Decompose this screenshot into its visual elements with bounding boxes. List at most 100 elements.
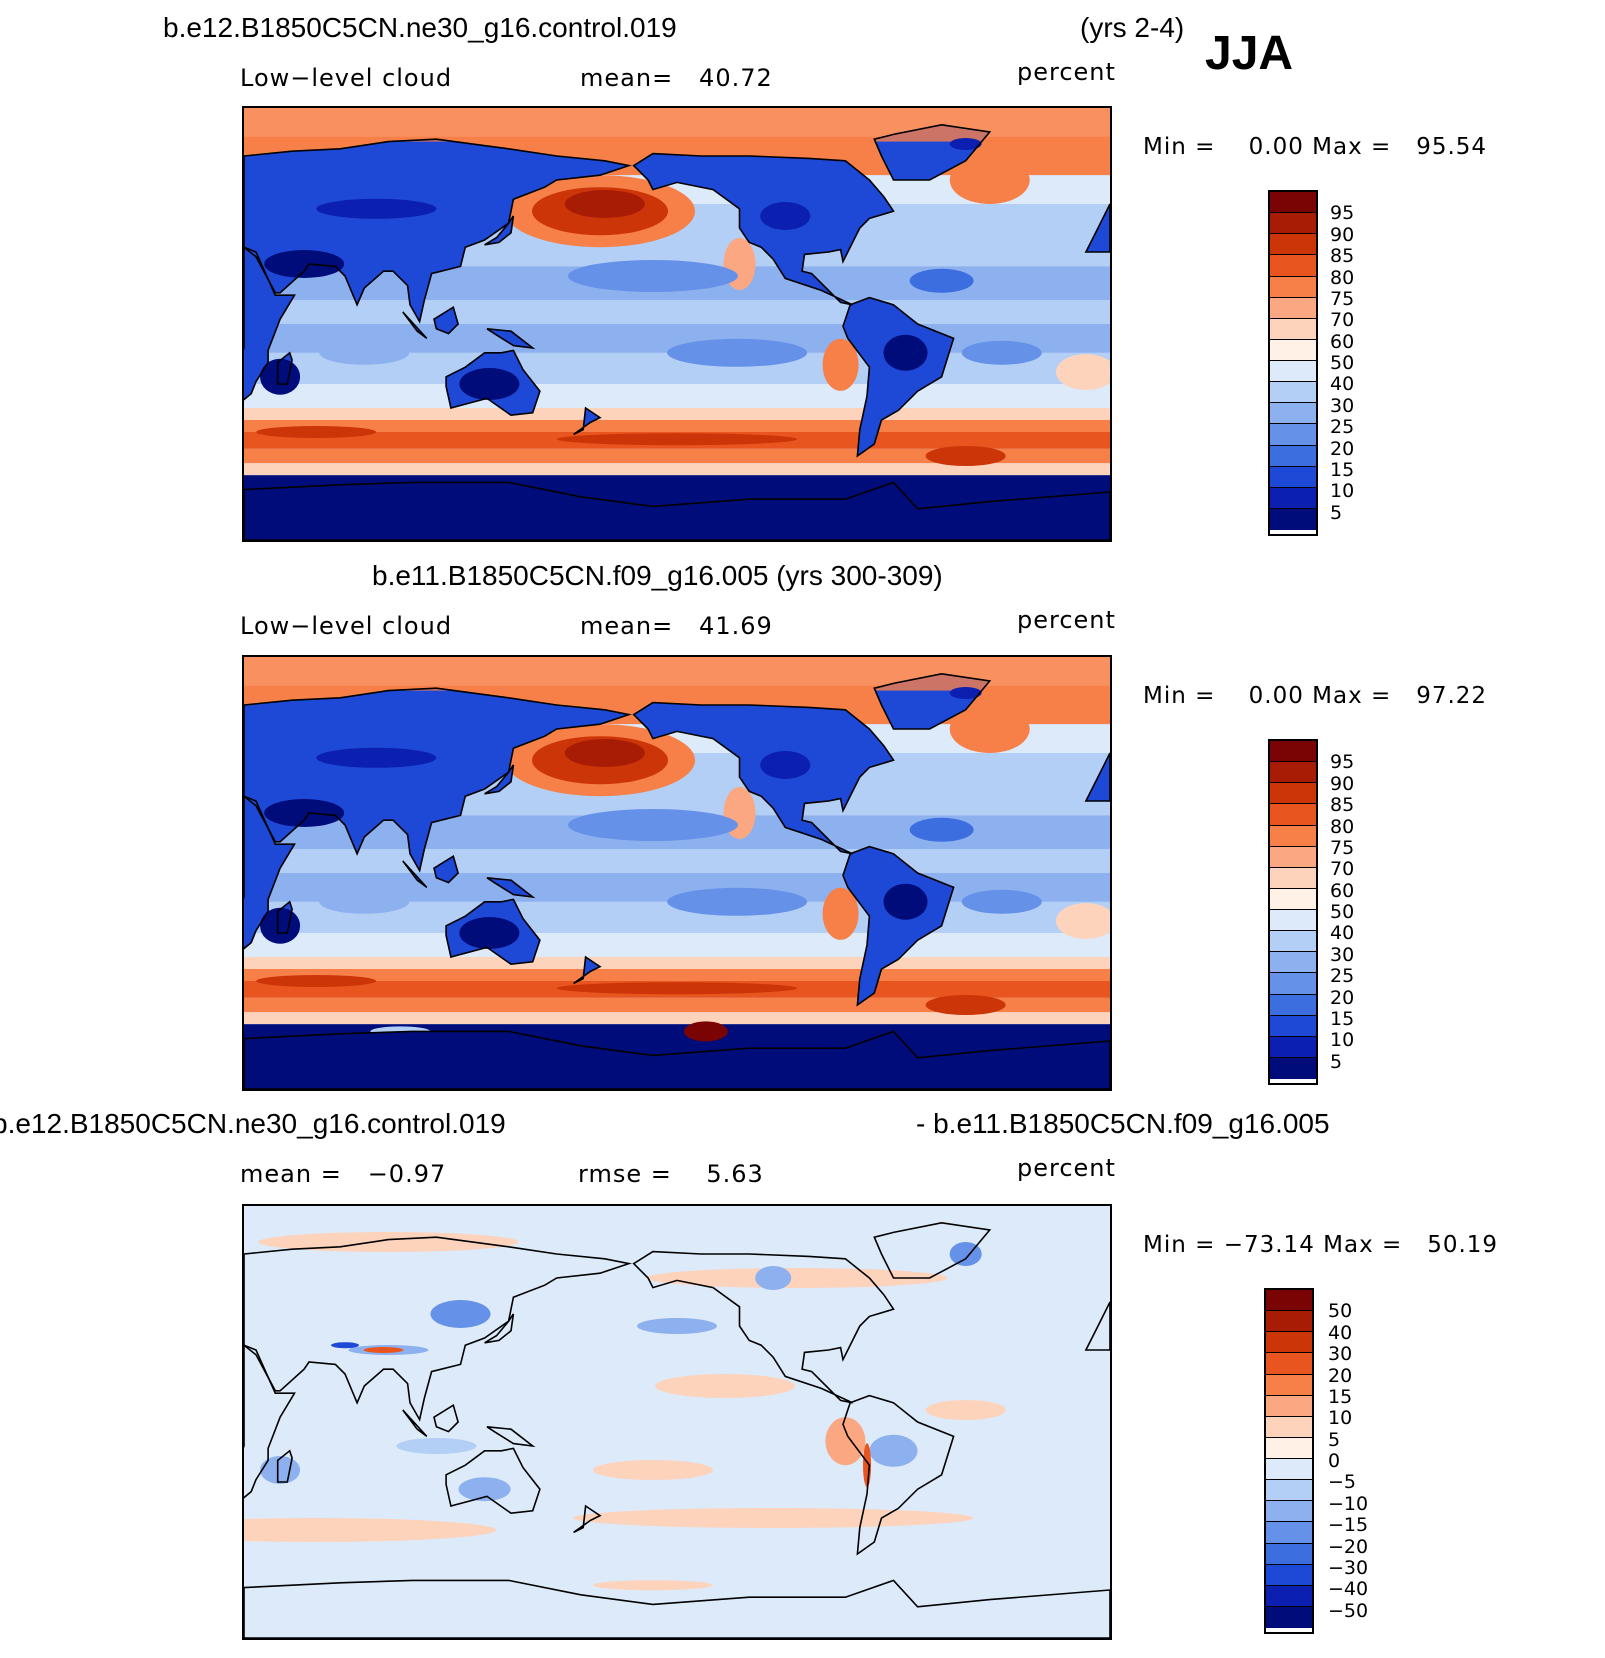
colorbar-tick-label: 20 [1330, 986, 1355, 1009]
colorbar-swatch [1270, 867, 1316, 889]
colorbar-tick-label: 5 [1328, 1428, 1341, 1451]
colorbar-swatch [1270, 846, 1316, 868]
colorbar-swatch [1270, 741, 1316, 763]
colorbar-tick-label: −5 [1328, 1471, 1357, 1494]
colorbar-swatch [1270, 192, 1316, 214]
panel3-title-left: b.e12.B1850C5CN.ne30_g16.control.019 [0, 1108, 506, 1139]
colorbar-swatch [1270, 973, 1316, 995]
colorbar-tick-label: 75 [1330, 836, 1355, 859]
colorbar-swatch [1270, 825, 1316, 847]
colorbar-swatch [1270, 361, 1316, 383]
colorbar-tick-label: 40 [1330, 373, 1355, 396]
colorbar-tick-label: 5 [1330, 501, 1343, 524]
colorbar-tick-label: 40 [1328, 1321, 1353, 1344]
colorbar-tick-label: 90 [1330, 223, 1355, 246]
colorbar-tick-label: 20 [1328, 1364, 1353, 1387]
colorbar-tick-label: 25 [1330, 416, 1355, 439]
panel2-colorbar [1268, 739, 1318, 1085]
colorbar-swatch [1270, 1036, 1316, 1058]
colorbar-tick-label: 60 [1330, 330, 1355, 353]
colorbar-swatch [1266, 1353, 1312, 1375]
colorbar-swatch [1270, 952, 1316, 974]
colorbar-tick-label: 10 [1330, 1029, 1355, 1052]
colorbar-tick-label: 0 [1328, 1450, 1341, 1472]
panel2-minmax: Min = 0.00 Max = 97.22 [1143, 683, 1488, 709]
panel3-rmse-label: rmse = 5.63 [578, 1160, 764, 1188]
panel2-map [242, 655, 1112, 1091]
colorbar-swatch [1266, 1543, 1312, 1565]
colorbar-tick-label: 15 [1328, 1385, 1353, 1408]
season-label: JJA [1205, 27, 1294, 80]
colorbar-swatch [1266, 1585, 1312, 1607]
colorbar-swatch [1270, 994, 1316, 1016]
colorbar-swatch [1270, 466, 1316, 488]
colorbar-tick-label: 95 [1330, 202, 1355, 225]
colorbar-tick-label: −20 [1328, 1535, 1369, 1558]
colorbar-tick-label: 80 [1330, 266, 1355, 289]
colorbar-tick-label: 90 [1330, 772, 1355, 795]
colorbar-tick-label: −40 [1328, 1578, 1369, 1601]
colorbar-swatch [1270, 508, 1316, 530]
colorbar-tick-label: 15 [1330, 1007, 1355, 1030]
colorbar-swatch [1266, 1374, 1312, 1396]
colorbar-tick-label: 80 [1330, 815, 1355, 838]
colorbar-swatch [1266, 1311, 1312, 1333]
colorbar-swatch [1266, 1437, 1312, 1459]
colorbar-tick-label: −50 [1328, 1599, 1369, 1622]
colorbar-tick-label: 85 [1330, 245, 1355, 268]
colorbar-swatch [1270, 487, 1316, 509]
panel2-mean-label: mean= 41.69 [580, 612, 773, 640]
colorbar-tick-label: 50 [1328, 1300, 1353, 1323]
colorbar-swatch [1266, 1501, 1312, 1523]
colorbar-swatch [1270, 297, 1316, 319]
colorbar-swatch [1270, 276, 1316, 298]
colorbar-tick-label: 95 [1330, 751, 1355, 774]
colorbar-swatch [1270, 339, 1316, 361]
colorbar-swatch [1270, 783, 1316, 805]
colorbar-swatch [1270, 424, 1316, 446]
panel1-minmax: Min = 0.00 Max = 95.54 [1143, 134, 1488, 160]
colorbar-tick-label: 5 [1330, 1050, 1343, 1073]
colorbar-swatch [1270, 382, 1316, 404]
colorbar-tick-label: 85 [1330, 794, 1355, 817]
colorbar-swatch [1266, 1332, 1312, 1354]
colorbar-swatch [1270, 1057, 1316, 1079]
colorbar-tick-label: 50 [1330, 352, 1355, 374]
colorbar-swatch [1266, 1290, 1312, 1312]
panel3-minmax: Min = −73.14 Max = 50.19 [1143, 1232, 1499, 1258]
panel1-variable-label: Low−level cloud [240, 64, 453, 92]
colorbar-swatch [1266, 1606, 1312, 1628]
panel3-mean-label: mean = −0.97 [240, 1160, 447, 1188]
colorbar-tick-label: 75 [1330, 287, 1355, 310]
colorbar-swatch [1266, 1395, 1312, 1417]
colorbar-swatch [1270, 255, 1316, 277]
colorbar-tick-label: 60 [1330, 879, 1355, 902]
colorbar-swatch [1266, 1416, 1312, 1438]
colorbar-swatch [1270, 234, 1316, 256]
case1-title: b.e12.B1850C5CN.ne30_g16.control.019 [163, 12, 677, 43]
colorbar-tick-label: 10 [1330, 480, 1355, 503]
colorbar-tick-label: 30 [1328, 1343, 1353, 1366]
panel2-units-label: percent [1017, 606, 1116, 634]
case1-years: (yrs 2-4) [1080, 12, 1185, 43]
colorbar-tick-label: 20 [1330, 437, 1355, 460]
colorbar-swatch [1270, 910, 1316, 932]
colorbar-swatch [1270, 888, 1316, 910]
colorbar-tick-label: 70 [1330, 309, 1355, 332]
panel1-colorbar [1268, 190, 1318, 536]
colorbar-swatch [1270, 1015, 1316, 1037]
colorbar-tick-label: 30 [1330, 943, 1355, 966]
colorbar-swatch [1270, 213, 1316, 235]
colorbar-swatch [1270, 804, 1316, 826]
colorbar-swatch [1266, 1459, 1312, 1481]
panel1-mean-label: mean= 40.72 [580, 64, 773, 92]
colorbar-tick-label: 15 [1330, 458, 1355, 481]
panel3-title-right: - b.e11.B1850C5CN.f09_g16.005 [916, 1108, 1330, 1139]
colorbar-tick-label: −30 [1328, 1556, 1369, 1579]
colorbar-swatch [1266, 1564, 1312, 1586]
panel1-units-label: percent [1017, 58, 1116, 86]
colorbar-tick-label: −10 [1328, 1492, 1369, 1515]
colorbar-swatch [1270, 445, 1316, 467]
colorbar-swatch [1270, 931, 1316, 953]
colorbar-swatch [1270, 318, 1316, 340]
